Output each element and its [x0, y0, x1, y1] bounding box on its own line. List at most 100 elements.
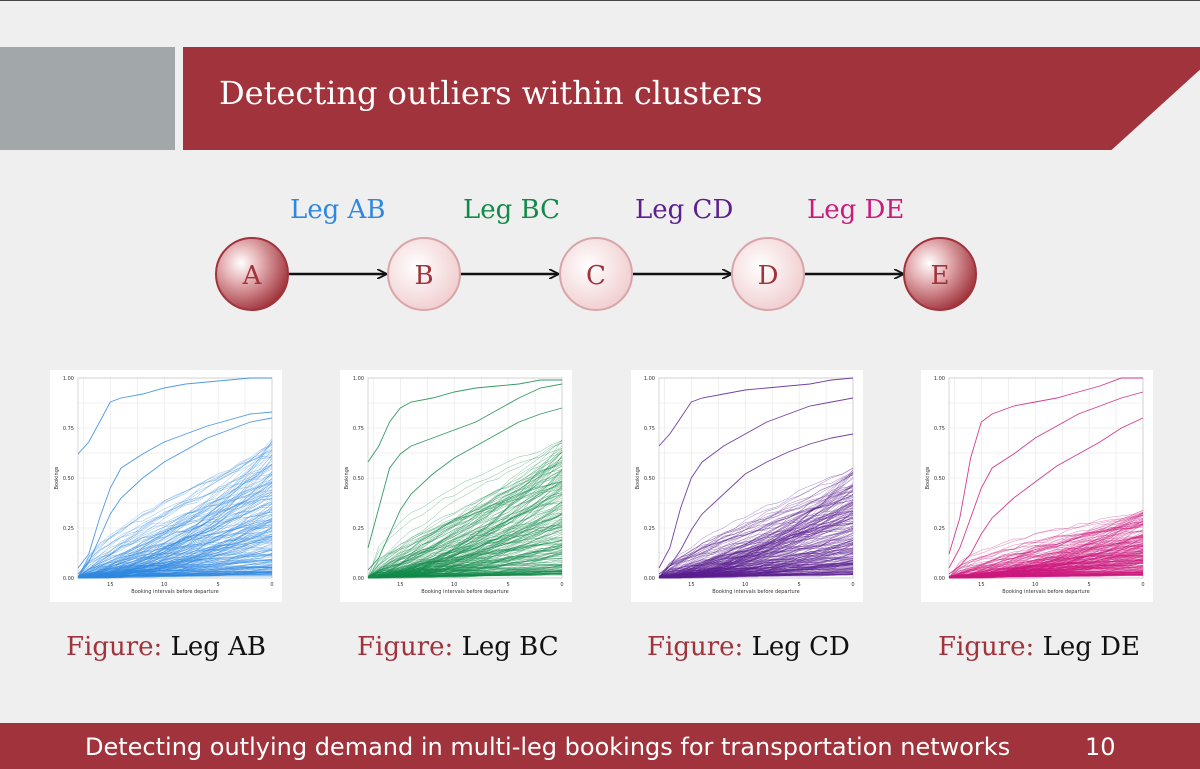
series-line — [77, 485, 273, 577]
outlier-series-line — [658, 397, 854, 569]
series-line — [77, 555, 272, 579]
series-line — [658, 485, 854, 577]
series-line — [367, 553, 563, 579]
y-tick-label: 0.50 — [353, 476, 364, 482]
series-line — [659, 507, 854, 577]
network-diagram: A B C D E — [215, 237, 977, 311]
series-line — [658, 504, 854, 579]
series-line — [367, 463, 563, 579]
series-line — [77, 527, 273, 579]
outlier-series-line — [658, 377, 854, 447]
series-line — [77, 450, 273, 578]
series-line — [77, 483, 273, 578]
outlier-series-line — [367, 407, 563, 571]
caption-prefix: Figure: — [647, 632, 744, 662]
node-d: D — [731, 237, 805, 311]
series-line — [368, 488, 563, 579]
series-line — [949, 555, 1143, 579]
plot-frame — [948, 377, 1144, 579]
series-line — [77, 503, 273, 579]
series-line — [659, 527, 854, 578]
series-line — [658, 472, 854, 579]
x-tick-label: 15 — [397, 582, 403, 588]
y-tick-label: 0.50 — [934, 476, 945, 482]
outlier-series-line — [77, 411, 273, 569]
series-line — [659, 547, 854, 577]
x-tick-label: 10 — [742, 582, 748, 588]
footer-bar — [0, 723, 1200, 769]
slide-title: Detecting outliers within clusters — [219, 74, 763, 112]
series-line — [659, 503, 854, 579]
y-axis-label: Bookings — [635, 466, 641, 489]
series-line — [658, 521, 854, 579]
outlier-series-line — [77, 417, 273, 575]
bulk-series — [367, 439, 563, 579]
x-axis-label: Booking intervals before departure — [1002, 589, 1089, 595]
y-tick-label: 0.25 — [353, 526, 364, 532]
node-d-label: D — [758, 261, 779, 291]
series-line — [367, 457, 563, 577]
caption-leg-de: Figure: Leg DE — [938, 632, 1140, 662]
page-number: 10 — [1085, 733, 1116, 761]
node-a: A — [215, 237, 289, 311]
series-line — [77, 566, 273, 579]
series-line — [77, 479, 273, 577]
y-axis-label: Bookings — [54, 466, 60, 489]
series-line — [658, 485, 854, 579]
outlier-series-line — [948, 377, 1143, 555]
bulk-series — [77, 438, 273, 579]
series-line — [78, 514, 273, 577]
series-line — [367, 521, 563, 579]
series-line — [77, 525, 273, 577]
series-line — [367, 442, 563, 579]
series-line — [948, 522, 1143, 578]
outlier-series-line — [658, 433, 854, 575]
y-tick-label: 1.00 — [934, 376, 945, 382]
node-b: B — [387, 237, 461, 311]
y-tick-label: 0.00 — [353, 576, 364, 582]
top-border — [0, 0, 1200, 1]
series-line — [77, 455, 273, 577]
caption-text: Leg BC — [461, 632, 559, 662]
series-line — [658, 497, 854, 577]
x-tick-label: 5 — [798, 582, 801, 588]
outlier-series-line — [367, 379, 562, 463]
series-line — [658, 470, 854, 579]
series-line — [78, 498, 273, 578]
chart-leg-bc: 0.00 0.25 0.50 0.75 1.00 15 10 5 0 Booking interv… — [340, 370, 572, 602]
series-line — [948, 511, 1144, 579]
node-e: E — [903, 237, 977, 311]
series-line — [949, 540, 1144, 579]
series-line — [77, 535, 273, 578]
series-line — [367, 476, 563, 578]
x-axis-label: Booking intervals before departure — [131, 589, 218, 595]
series-line — [77, 560, 273, 579]
y-tick-label: 0.25 — [934, 526, 945, 532]
node-c-label: C — [586, 261, 606, 291]
chart-leg-ab: 0.00 0.25 0.50 0.75 1.00 15 10 5 0 Booking interv… — [50, 370, 282, 602]
caption-text: Leg CD — [751, 632, 850, 662]
series-line — [367, 504, 563, 579]
series-line — [368, 545, 563, 577]
outlier-series-line — [77, 377, 272, 455]
series-line — [948, 571, 1144, 579]
series-line — [77, 443, 273, 578]
x-tick-label: 15 — [688, 582, 694, 588]
series-line — [367, 540, 563, 578]
caption-leg-cd: Figure: Leg CD — [647, 632, 850, 662]
series-line — [77, 450, 273, 579]
series-line — [367, 482, 563, 578]
series-line — [367, 509, 563, 579]
y-tick-label: 0.75 — [934, 426, 945, 432]
leg-label-cd: Leg CD — [635, 195, 734, 225]
node-b-label: B — [414, 261, 433, 291]
series-line — [949, 562, 1144, 577]
x-axis-label: Booking intervals before departure — [421, 589, 508, 595]
series-line — [948, 512, 1144, 579]
x-tick-label: 15 — [978, 582, 984, 588]
series-line — [367, 452, 563, 579]
y-tick-label: 1.00 — [644, 376, 655, 382]
series-line — [658, 492, 854, 579]
series-line — [659, 573, 853, 579]
series-line — [77, 473, 273, 578]
